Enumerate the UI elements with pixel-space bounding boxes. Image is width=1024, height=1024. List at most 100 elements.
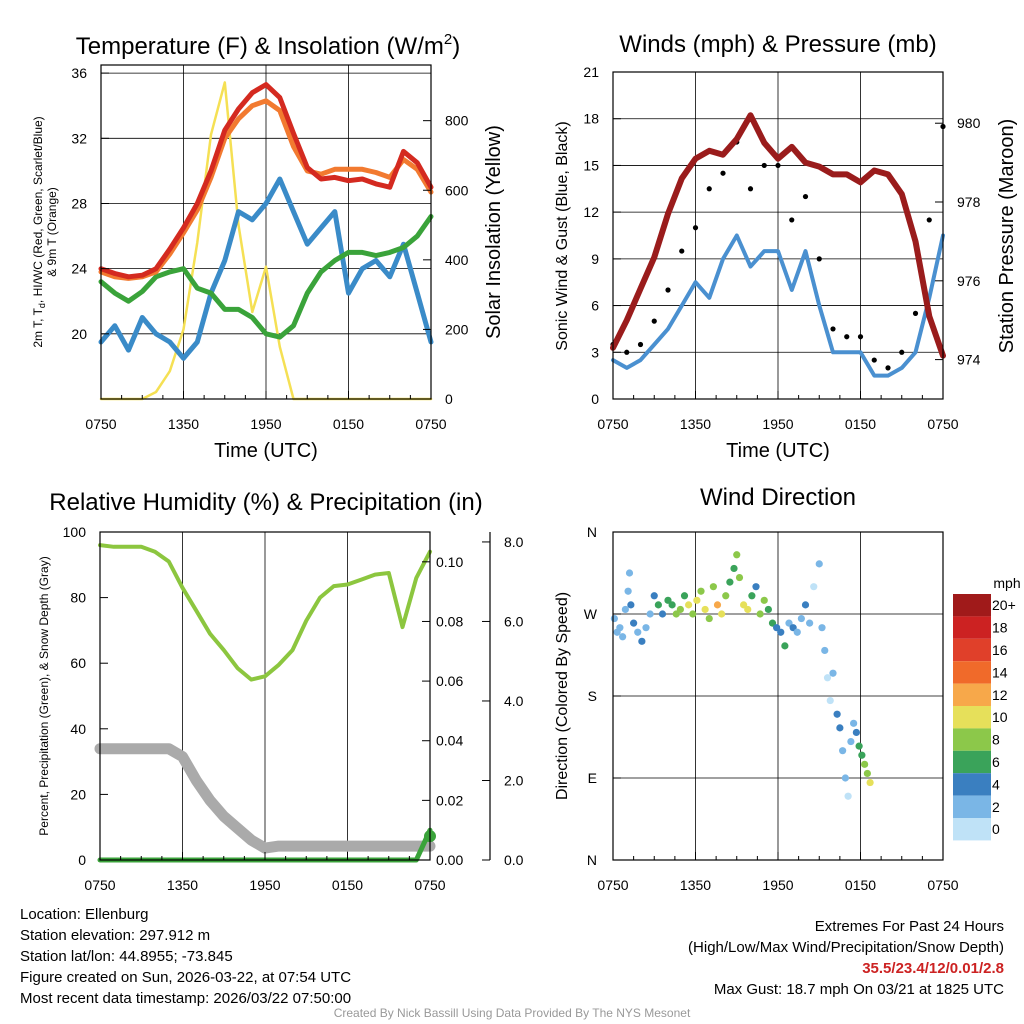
snow-axis-tick-label: 4.0 — [504, 693, 524, 709]
humidity-xtick-label: 0750 — [414, 877, 445, 893]
location-text: Location: Ellenburg — [20, 906, 149, 923]
direction-point — [676, 605, 684, 614]
direction-point — [810, 583, 818, 591]
direction-xtick-label: 0150 — [845, 877, 876, 893]
direction-point — [654, 601, 662, 609]
direction-point — [616, 624, 624, 632]
direction-point — [785, 619, 793, 627]
direction-point — [610, 614, 618, 623]
direction-point — [789, 624, 797, 632]
colorbar-label: 4 — [992, 776, 1000, 792]
direction-point — [650, 592, 658, 600]
temperature-xtick-label: 0150 — [333, 416, 364, 432]
direction-points — [610, 551, 874, 800]
direction-ytick-label: S — [588, 688, 597, 704]
winds-ytick-label: 0 — [591, 391, 599, 407]
direction-point — [627, 601, 635, 609]
series-relative-humidity — [98, 543, 432, 682]
gust-point — [899, 349, 905, 355]
temperature-y2tick-label: 200 — [445, 321, 469, 337]
direction-point — [642, 624, 650, 632]
gust-point — [844, 334, 850, 340]
credit-line: Created By Nick Bassill Using Data Provi… — [333, 1006, 691, 1020]
direction-ytick-label: N — [587, 524, 597, 540]
direction-point — [630, 619, 638, 627]
direction-point — [668, 601, 676, 609]
colorbar-swatch — [953, 616, 991, 639]
direction-point — [744, 605, 752, 614]
temperature-grid — [101, 65, 431, 399]
elevation-text: Station elevation: 297.912 m — [20, 927, 211, 944]
series-9m-t — [98, 98, 434, 281]
direction-point — [621, 605, 629, 614]
direction-point — [685, 601, 693, 609]
temperature-ytick-label: 36 — [71, 65, 87, 81]
direction-point — [709, 583, 717, 591]
temperature-ytick-label: 20 — [71, 326, 87, 342]
gust-point — [912, 310, 919, 316]
humidity-series — [94, 543, 436, 863]
temperature-y2tick-label: 800 — [445, 113, 469, 129]
gust-point — [651, 318, 657, 324]
direction-point — [634, 628, 642, 636]
colorbar-swatch — [953, 750, 991, 774]
direction-point — [781, 642, 789, 650]
gust-point — [816, 256, 822, 262]
series-2m-t — [98, 82, 434, 280]
gust-point — [747, 186, 754, 192]
direction-xtick-label: 0750 — [927, 877, 958, 893]
direction-point — [866, 778, 874, 787]
humidity-panel: Relative Humidity (%) & Precipitation (i… — [37, 489, 524, 893]
winds-ytick-label: 21 — [583, 64, 599, 80]
direction-point — [701, 605, 709, 614]
direction-grid — [613, 532, 943, 860]
direction-point — [730, 564, 738, 573]
direction-point — [726, 578, 734, 586]
colorbar-swatch — [953, 661, 991, 684]
gust-point — [871, 357, 877, 363]
direction-xtick-label: 0750 — [597, 877, 628, 893]
colorbar-label: 0 — [992, 821, 1000, 837]
snow-axis-tick-label: 8.0 — [504, 534, 524, 550]
extremes-subtitle: (High/Low/Max Wind/Precipitation/Snow De… — [688, 939, 1004, 956]
direction-point — [752, 583, 760, 591]
gust-point — [720, 170, 726, 176]
temperature-title: Temperature (F) & Insolation (W/m2) — [76, 31, 460, 60]
temperature-ytick-label: 24 — [71, 261, 87, 277]
humidity-y2tick-label: 0.10 — [436, 554, 463, 570]
direction-point — [718, 610, 726, 618]
direction-point — [748, 592, 756, 600]
temperature-axes: 0750 1350 1950 0150 0750 20 24 28 32 36 0 200 400 600… — [71, 65, 468, 432]
direction-left-axis-label: Direction (Colored By Speed) — [554, 592, 571, 800]
winds-xtick-label: 0750 — [597, 416, 628, 432]
gust-point — [857, 334, 864, 340]
direction-point — [841, 774, 849, 782]
direction-panel: Wind Direction 0750 1350 1950 0150 0750NESWN… — [554, 484, 1021, 893]
direction-point — [735, 573, 744, 582]
direction-point — [826, 696, 834, 705]
direction-point — [806, 619, 814, 627]
direction-point — [705, 614, 713, 623]
temperature-x-axis-label: Time (UTC) — [214, 440, 318, 462]
temperature-y2tick-label: 400 — [445, 252, 469, 268]
direction-point — [836, 724, 844, 732]
extremes-info: Extremes For Past 24 Hours (High/Low/Max… — [688, 916, 1004, 1000]
winds-panel: Winds (mph) & Pressure (mb) 0750 1350 1950… — [554, 31, 1018, 462]
direction-point — [658, 610, 667, 618]
direction-ytick-label: E — [588, 770, 597, 786]
gust-point — [802, 193, 809, 200]
colorbar-label: 12 — [992, 687, 1008, 703]
gust-point — [830, 326, 836, 332]
direction-point — [858, 751, 866, 759]
winds-grid — [613, 72, 943, 399]
humidity-ytick-label: 20 — [70, 786, 86, 802]
latlon-text: Station lat/lon: 44.8955; -73.845 — [20, 948, 233, 965]
direction-point — [646, 610, 654, 618]
humidity-left-axis-label: Percent, Precipitation (Green), & Snow D… — [37, 556, 51, 835]
humidity-ytick-label: 100 — [63, 524, 87, 540]
colorbar-swatch — [953, 773, 991, 796]
winds-ytick-label: 12 — [583, 204, 599, 220]
colorbar-label: 8 — [992, 732, 1000, 748]
temperature-ytick-label: 28 — [71, 195, 87, 211]
temperature-panel: Temperature (F) & Insolation (W/m2) 0750… — [31, 31, 505, 462]
